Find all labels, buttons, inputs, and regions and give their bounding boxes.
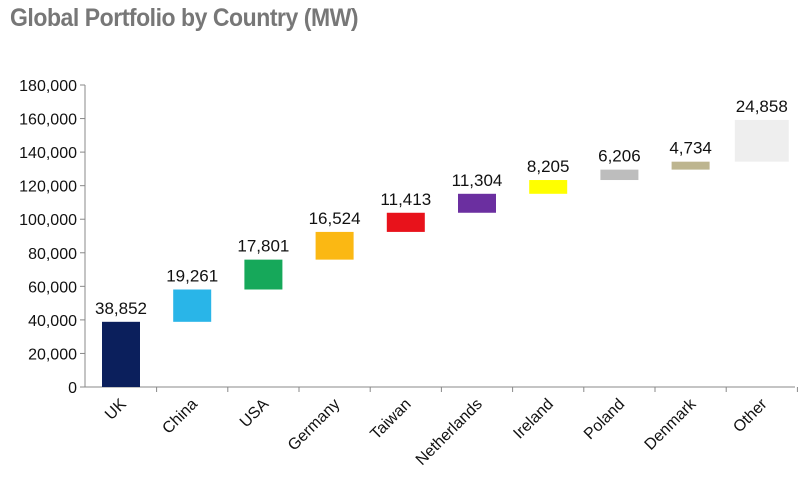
y-tick-label: 40,000 [28,313,77,330]
x-tick-label: Poland [581,396,628,443]
chart-title: Global Portfolio by Country (MW) [10,4,359,32]
bar-usa [244,259,283,290]
bar-ireland [529,180,568,194]
x-tick-label: Denmark [642,395,701,454]
data-label: 4,734 [669,139,712,158]
data-label: 24,858 [736,97,788,116]
bar-poland [600,169,639,181]
x-tick-label: UK [102,396,130,424]
x-tick-label: China [159,396,201,438]
bar-other [734,119,789,162]
y-tick-label: 140,000 [19,145,77,162]
bar-denmark [671,161,710,170]
x-tick-label: Other [730,395,771,436]
x-tick-label: Netherlands [413,396,486,469]
y-tick-label: 180,000 [19,78,77,95]
bar-netherlands [458,193,496,213]
x-tick-label: USA [237,396,273,432]
x-tick-label: Taiwan [367,396,414,443]
data-label: 38,852 [95,299,147,318]
data-label: 16,524 [309,209,361,228]
data-label: 11,413 [380,190,431,209]
y-tick-label: 100,000 [19,212,77,229]
y-tick-label: 20,000 [28,346,77,363]
data-label: 6,206 [598,147,641,166]
x-tick-label: Ireland [510,396,557,443]
x-tick-label: Germany [285,396,344,455]
bar-taiwan [386,212,425,232]
y-tick-label: 60,000 [28,279,77,296]
bar-china [173,289,212,322]
data-label: 8,205 [527,157,570,176]
bar-uk [102,321,140,387]
data-label: 19,261 [166,266,218,285]
y-tick-label: 80,000 [28,246,77,263]
y-tick-label: 0 [68,380,77,397]
bar-germany [315,231,354,260]
data-label: 17,801 [237,237,289,256]
y-tick-label: 120,000 [19,179,77,196]
y-tick-label: 160,000 [19,112,77,129]
data-label: 11,304 [452,171,503,190]
